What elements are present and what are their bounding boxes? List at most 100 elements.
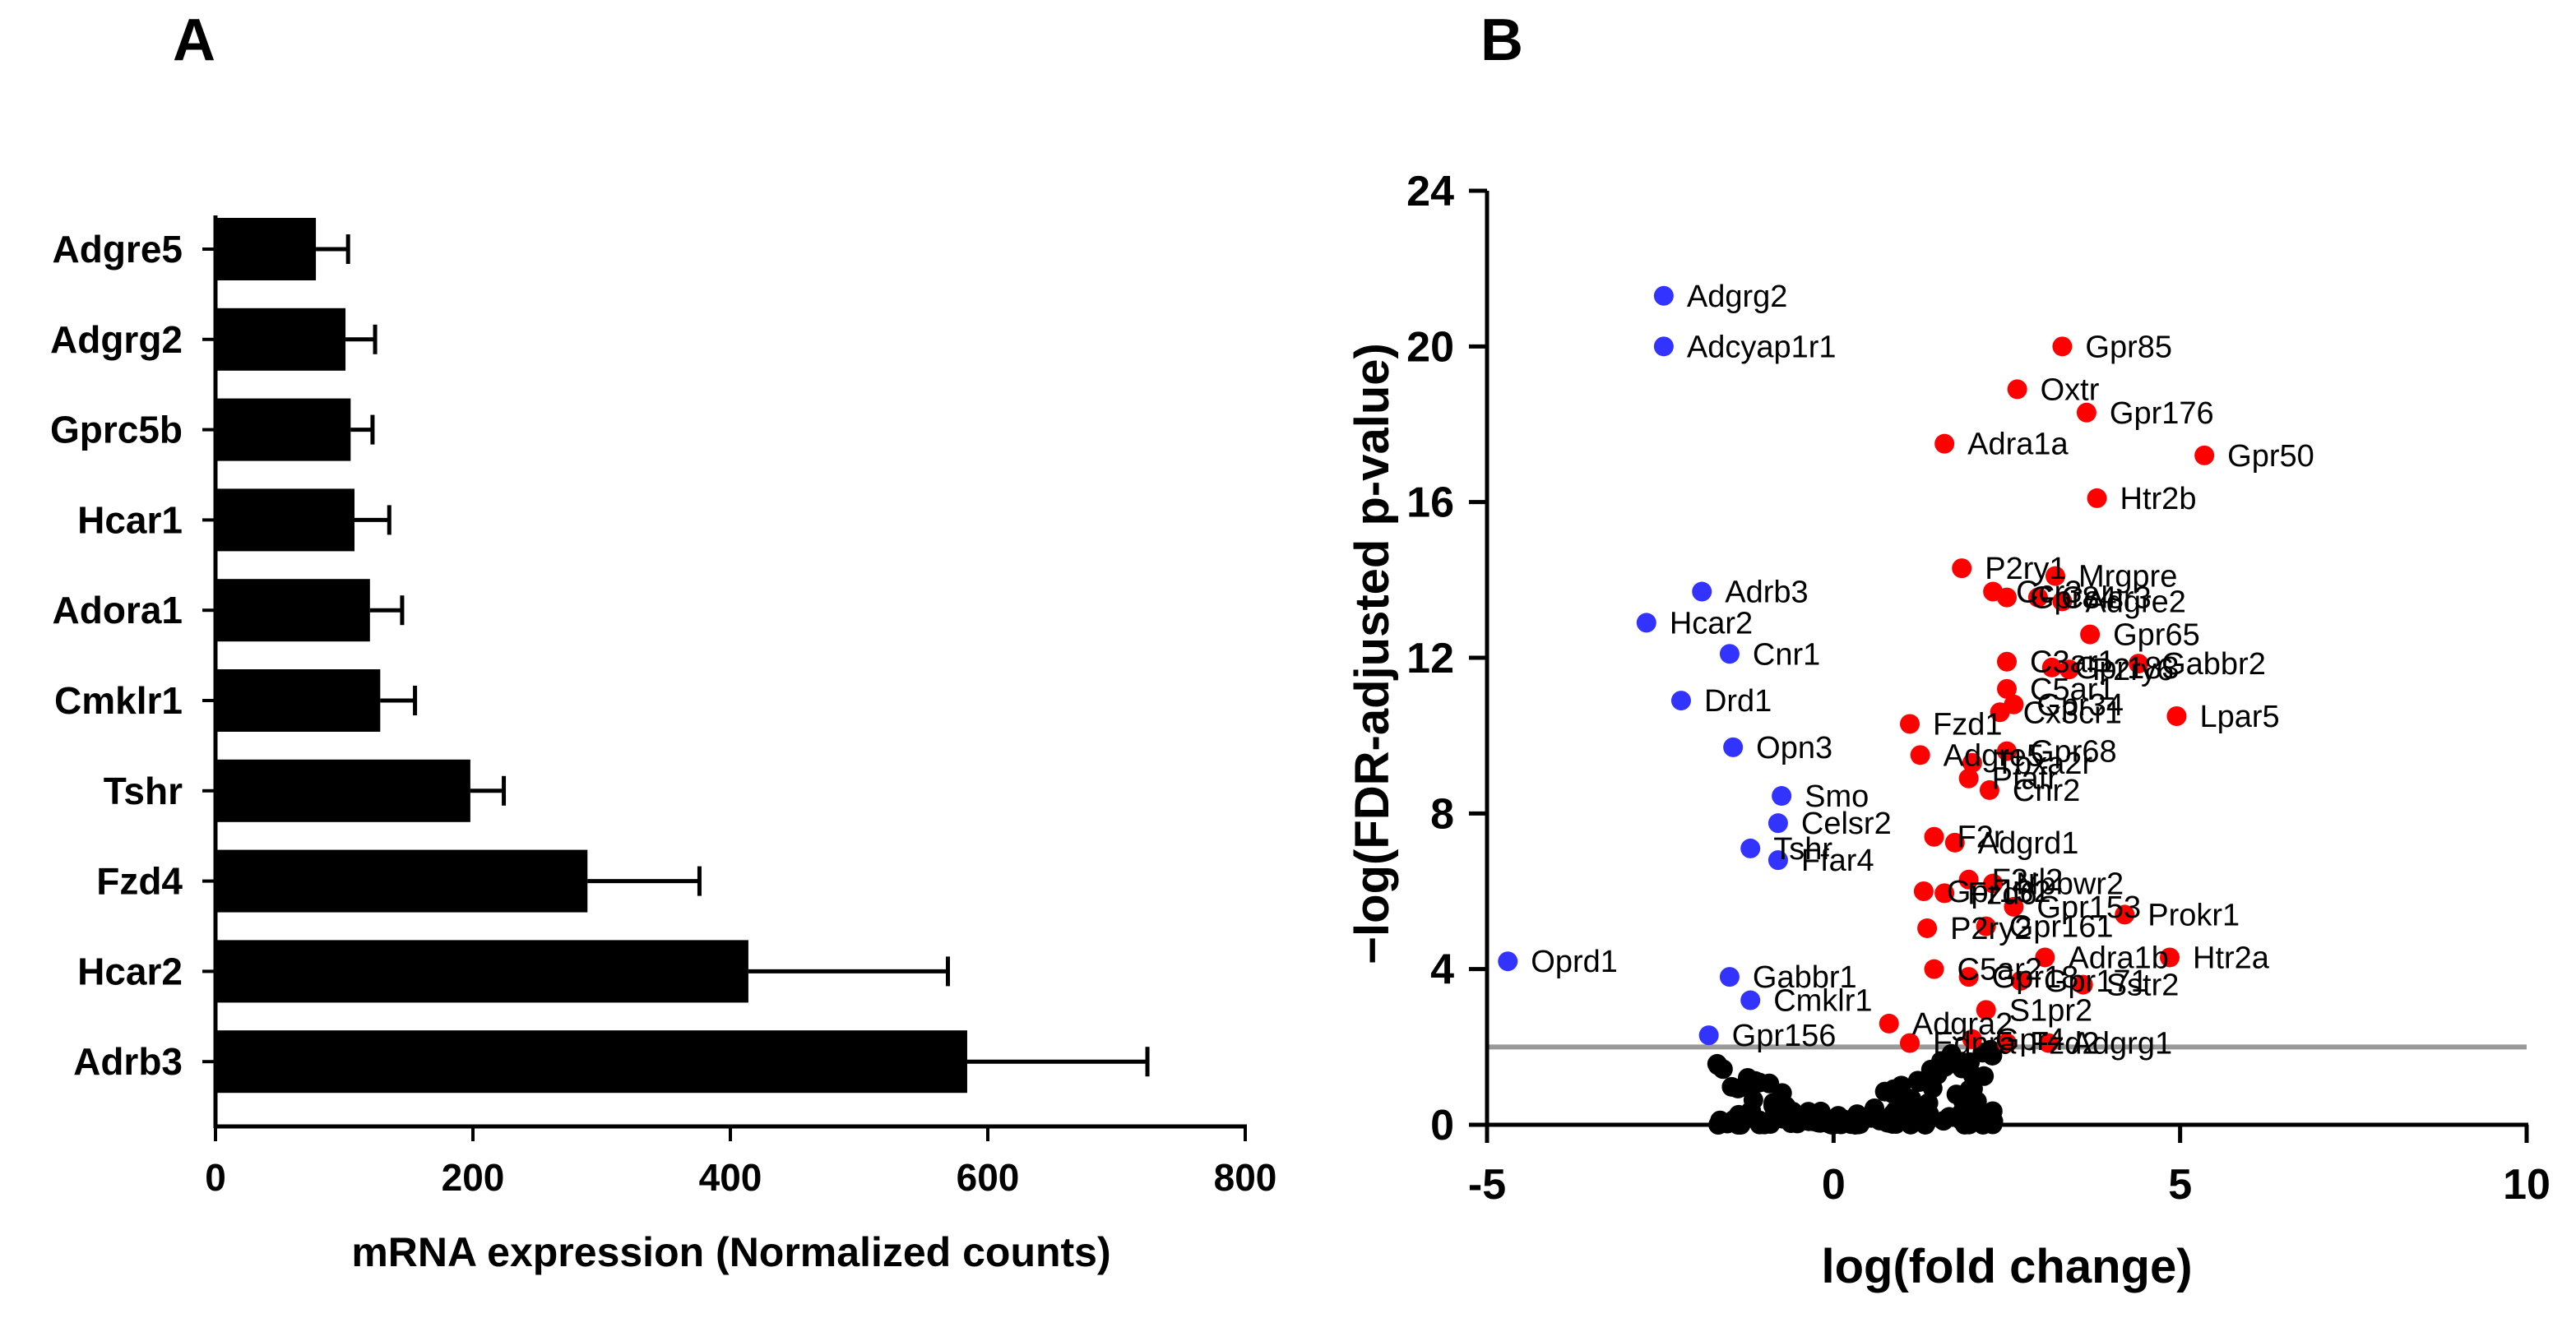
a-category-label: Adrb3 xyxy=(73,1040,183,1083)
b-point-label: P2ry1 xyxy=(1985,552,2066,586)
b-point-label: Gpr34 xyxy=(2036,688,2124,723)
b-point-adgrg1 xyxy=(2038,1033,2059,1053)
b-point-adcyap1r1 xyxy=(1653,336,1674,357)
b-point-label: Drd1 xyxy=(1704,684,1772,719)
b-point-tshr xyxy=(1740,838,1761,858)
b-ns-point xyxy=(1765,1099,1786,1120)
b-point-label: P2ry2 xyxy=(1950,912,2032,946)
b-point-htr2b xyxy=(2087,488,2107,508)
b-point-label: Gpr50 xyxy=(2227,439,2314,474)
b-point-gpr84 xyxy=(1997,587,2017,608)
b-point-gpr132 xyxy=(1913,881,1934,901)
b-point-oxtr xyxy=(2007,379,2027,400)
b-point-label: Tbxa2r xyxy=(1995,747,2093,781)
b-point-lpar5 xyxy=(2166,706,2187,726)
b-point-label: Cx3cr1 xyxy=(2023,696,2122,730)
b-point-label: Adrb3 xyxy=(1725,576,1808,610)
b-point-label: F2rl2 xyxy=(1992,863,2064,898)
a-category-label: Gprc5b xyxy=(50,409,183,451)
b-point-label: Lpar5 xyxy=(2199,700,2279,734)
b-point-fzd6 xyxy=(1934,883,1955,904)
panel-a-letter: A xyxy=(173,7,215,73)
b-nonsignificant-points xyxy=(1707,1039,2004,1135)
b-point-adgrg2 xyxy=(1653,285,1674,306)
panel-b-letter: B xyxy=(1480,7,1523,73)
b-point-f2rl2 xyxy=(1958,869,1979,890)
b-point-label: Adgrg1 xyxy=(2072,1027,2173,1061)
b-point-celsr2 xyxy=(1768,813,1788,834)
a-bar-adgre5 xyxy=(215,218,317,280)
b-point-ednra xyxy=(1900,1033,1920,1053)
b-ns-point xyxy=(1782,1101,1803,1121)
b-point-label: Celsr2 xyxy=(1801,807,1892,841)
b-point-label: C5ar2 xyxy=(1957,953,2043,987)
b-point-label: Gpr183 xyxy=(2075,651,2180,686)
b-point-label: Adgre2 xyxy=(2085,585,2186,619)
b-point-label: Adra1a xyxy=(1967,428,2069,462)
b-point-label: Sstr2 xyxy=(2106,969,2180,1003)
b-point-gabbr2 xyxy=(2129,654,2149,674)
b-point-cnr1 xyxy=(1719,644,1740,664)
b-point-cmklr1 xyxy=(1740,990,1761,1010)
b-point-gpr85 xyxy=(2052,336,2073,357)
b-point-label: F2r xyxy=(1957,821,2004,855)
b-point-label: Gpr153 xyxy=(2036,890,2141,925)
b-ns-point xyxy=(1891,1096,1911,1117)
b-point-label: C5ar1 xyxy=(2030,673,2115,707)
b-point-htr2a xyxy=(2160,947,2180,968)
b-point-label: P2ry6 xyxy=(2092,653,2174,687)
b-point-oprd1 xyxy=(1498,951,1518,972)
b-point-label: Gpr18 xyxy=(1992,960,2079,995)
a-bar-adgrg2 xyxy=(215,308,346,371)
b-point-hcar2 xyxy=(1636,613,1656,633)
b-point-label: Oprd1 xyxy=(1531,945,1618,979)
b-point-label: Cnr2 xyxy=(2013,774,2080,808)
b-ns-point xyxy=(1909,1071,1930,1092)
b-point-mrgpre xyxy=(2045,566,2065,586)
b-y-tick-label: 24 xyxy=(1406,168,1454,215)
b-point-c5ar1 xyxy=(1997,678,2017,699)
a-bar-tshr xyxy=(215,759,470,822)
b-point-gpr183 xyxy=(2041,657,2062,677)
b-ns-point xyxy=(1712,1059,1733,1080)
a-x-axis-title: mRNA expression (Normalized counts) xyxy=(351,1229,1110,1275)
b-point-label: Ffar4 xyxy=(1801,844,1874,878)
b-point-label: Cmklr1 xyxy=(1773,984,1872,1019)
a-category-label: Cmklr1 xyxy=(54,679,183,722)
b-point-label: Gpr84 xyxy=(2030,581,2117,616)
a-bar-fzd4 xyxy=(215,849,588,913)
b-x-tick-labels: -5 0 5 10 xyxy=(1468,1125,2551,1209)
b-ns-point xyxy=(1865,1098,1885,1119)
b-ns-point xyxy=(1959,1080,1980,1100)
b-point-gpr171 xyxy=(2010,970,2031,991)
b-point-adgrd1 xyxy=(1944,832,1965,853)
b-point-gpr65 xyxy=(2080,624,2101,645)
b-x-axis-title: log(fold change) xyxy=(1821,1240,2192,1293)
b-point-c5ar2 xyxy=(1924,959,1944,979)
b-point-p2ry1 xyxy=(1952,558,1972,579)
b-point-gpr161 xyxy=(1976,916,1996,936)
b-point-label: Adgrg2 xyxy=(1687,280,1788,314)
b-point-fzd2 xyxy=(1997,1033,2017,1053)
b-ns-point xyxy=(1749,1072,1770,1093)
b-point-label: Opn3 xyxy=(1756,731,1832,765)
a-category-label: Hcar1 xyxy=(77,498,183,541)
b-point-label: S1pr2 xyxy=(2009,993,2092,1028)
b-point-label: Gpr132 xyxy=(1947,875,2051,909)
b-point-label: Mrgpre xyxy=(2078,560,2177,594)
b-y-tick-label: 8 xyxy=(1430,790,1454,838)
a-bar-gprc5b xyxy=(215,398,351,461)
b-point-label: Gpr4 xyxy=(1995,1023,2064,1057)
panel-a-bar-chart: Adgre5 Adgrg2 Gprc5b Hcar1 Adora1 Cmklr1 Tshr F… xyxy=(50,215,1276,1275)
b-point-label: Cnr1 xyxy=(1753,637,1820,672)
b-point-label: Gabbr1 xyxy=(1753,960,1857,995)
b-ns-point xyxy=(1874,1081,1895,1102)
b-y-tick-labels: 0 4 8 12 16 20 24 xyxy=(1406,168,1487,1149)
b-point-gpr4 xyxy=(1962,1029,1982,1049)
a-bar-hcar1 xyxy=(215,488,355,552)
b-point-label: Gabbr2 xyxy=(2161,647,2266,682)
a-x-tick-label: 200 xyxy=(442,1156,505,1199)
b-point-adra1a xyxy=(1934,433,1955,454)
b-y-tick-label: 16 xyxy=(1406,479,1454,527)
